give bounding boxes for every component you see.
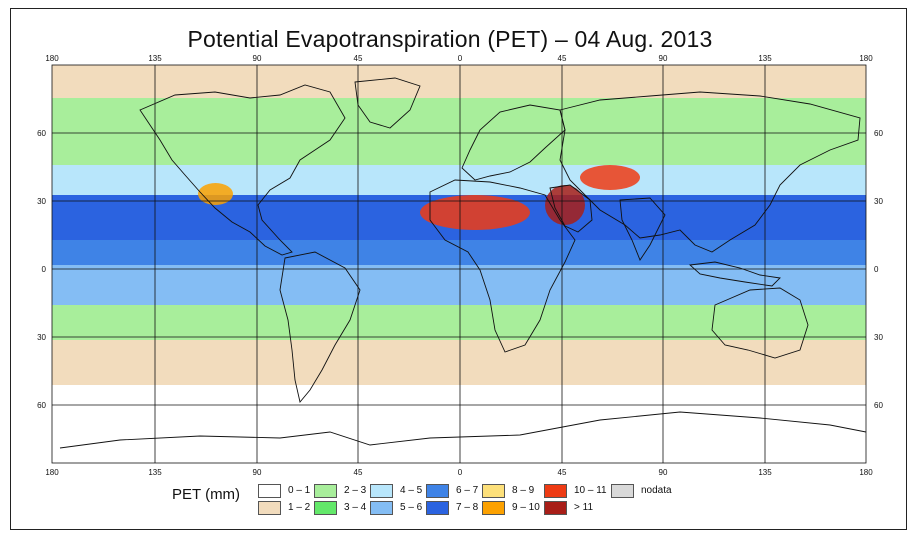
lat-tick-right: 0	[874, 265, 879, 274]
legend-swatch	[482, 484, 505, 498]
lon-tick-bottom: 45	[558, 468, 567, 477]
lat-tick-right: 60	[874, 129, 883, 138]
lon-tick-top: 135	[148, 54, 162, 63]
map-title: Potential Evapotranspiration (PET) – 04 …	[187, 26, 713, 52]
legend-label: 1 – 2	[288, 502, 311, 513]
lon-tick-bottom: 180	[45, 468, 59, 477]
legend-swatch	[611, 484, 634, 498]
legend-label: nodata	[641, 485, 672, 496]
legend-swatch	[426, 484, 449, 498]
lat-tick-left: 30	[37, 197, 46, 206]
africa-outline	[429, 179, 576, 353]
legend-label: 6 – 7	[456, 485, 479, 496]
legend-swatch	[482, 501, 505, 515]
legend-swatch	[544, 501, 567, 515]
legend-swatch	[258, 484, 281, 498]
lat-tick-left: 30	[37, 333, 46, 342]
lat-tick-left: 0	[42, 265, 47, 274]
lon-tick-top: 0	[458, 54, 463, 63]
zone-south-temperate	[52, 340, 866, 385]
legend-swatch	[314, 501, 337, 515]
legend-label: 4 – 5	[400, 485, 423, 496]
hotspot-sahara	[420, 195, 530, 230]
legend-label: > 11	[574, 502, 593, 513]
graticule	[51, 64, 867, 464]
legend-swatch	[426, 501, 449, 515]
lon-tick-top: 135	[758, 54, 772, 63]
pet-color-zones	[52, 65, 866, 463]
legend-swatch	[544, 484, 567, 498]
legend-swatch	[370, 501, 393, 515]
lon-tick-top: 180	[45, 54, 59, 63]
greenland-outline	[354, 77, 421, 129]
legend-label: 3 – 4	[344, 502, 367, 513]
zone-south-tropics	[52, 265, 866, 305]
legend-label: 8 – 9	[512, 485, 535, 496]
continent-outlines	[59, 77, 867, 449]
map-frame	[10, 8, 907, 530]
hotspot-arabia	[545, 185, 585, 225]
lat-tick-left: 60	[37, 129, 46, 138]
legend-label: 0 – 1	[288, 485, 311, 496]
lat-tick-right: 30	[874, 197, 883, 206]
lon-tick-bottom: 135	[148, 468, 162, 477]
lon-tick-bottom: 180	[859, 468, 873, 477]
lon-tick-top: 90	[659, 54, 668, 63]
lon-tick-top: 45	[354, 54, 363, 63]
legend-swatch	[370, 484, 393, 498]
legend-swatch	[314, 484, 337, 498]
lon-tick-bottom: 90	[253, 468, 262, 477]
legend-title: PET (mm)	[172, 486, 241, 503]
legend-swatch	[258, 501, 281, 515]
antarctica-outline	[59, 411, 867, 449]
legend-label: 9 – 10	[512, 502, 540, 513]
lat-tick-right: 30	[874, 333, 883, 342]
lat-tick-left: 60	[37, 401, 46, 410]
zone-south-mid	[52, 305, 866, 340]
lon-tick-bottom: 0	[458, 468, 463, 477]
zone-equatorial	[52, 240, 866, 265]
legend-label: 7 – 8	[456, 502, 479, 513]
hotspot-iran	[580, 165, 640, 190]
legend-label: 2 – 3	[344, 485, 367, 496]
lon-tick-bottom: 135	[758, 468, 772, 477]
hotspot-sw-usa	[198, 183, 233, 205]
zone-north-mid	[52, 98, 866, 165]
axis-ticks: 180 180 135 135 90 90 45 45 0 0 45 45 90 90 135 135 180 1…	[37, 54, 883, 477]
legend-label: 10 – 11	[574, 485, 607, 496]
asia-outline	[559, 91, 861, 253]
zone-arctic	[52, 65, 866, 98]
legend-label: 5 – 6	[400, 502, 423, 513]
lon-tick-top: 90	[253, 54, 262, 63]
lat-tick-right: 60	[874, 401, 883, 410]
lon-tick-bottom: 45	[354, 468, 363, 477]
arabia-outline	[549, 184, 593, 233]
south-america-outline	[279, 251, 361, 403]
indonesia-outline	[688, 261, 781, 287]
map-border	[51, 64, 867, 464]
zone-antarctic	[52, 385, 866, 463]
lon-tick-bottom: 90	[659, 468, 668, 477]
north-america-outline	[139, 84, 346, 256]
lon-tick-top: 45	[558, 54, 567, 63]
australia-outline	[711, 287, 809, 359]
lon-tick-top: 180	[859, 54, 873, 63]
